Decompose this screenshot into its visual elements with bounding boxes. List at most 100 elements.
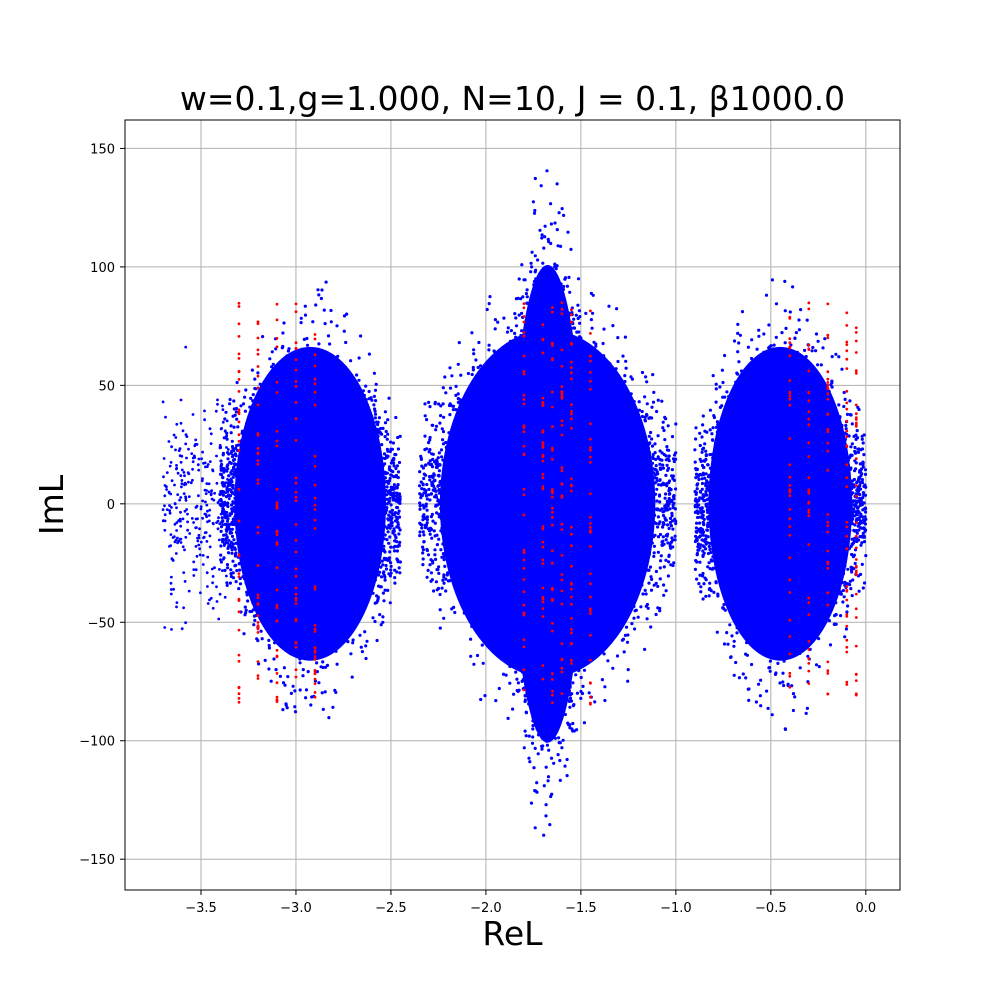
blue-point — [232, 538, 236, 542]
blue-point — [349, 359, 353, 363]
blue-point — [470, 372, 474, 377]
blue-point — [514, 316, 518, 320]
blue-point — [359, 334, 363, 338]
blue-point — [632, 616, 636, 620]
blue-point — [229, 431, 233, 435]
blue-point — [644, 604, 648, 608]
blue-point — [493, 318, 497, 322]
blue-point — [448, 402, 452, 406]
blue-point — [615, 307, 619, 311]
blue-point — [430, 578, 434, 582]
blue-point — [398, 434, 402, 438]
blue-point — [387, 556, 392, 560]
blue-point — [444, 391, 448, 395]
blue-point — [422, 472, 426, 476]
blue-point — [436, 473, 440, 478]
blue-point — [504, 673, 508, 677]
blue-point — [274, 668, 278, 672]
blue-point — [439, 548, 443, 552]
blue-point — [230, 551, 234, 555]
blue-point — [378, 431, 382, 435]
blue-point — [299, 321, 303, 325]
blue-point — [487, 302, 491, 306]
blue-point — [419, 480, 423, 484]
blue-point — [643, 395, 647, 399]
blue-point — [650, 405, 654, 409]
blue-point — [667, 448, 671, 452]
blue-point — [220, 462, 224, 467]
blue-point — [232, 425, 236, 429]
blue-point — [664, 538, 668, 542]
blue-point — [228, 397, 232, 402]
blue-point — [671, 563, 675, 568]
blue-point — [322, 308, 326, 312]
blue-point — [429, 462, 434, 466]
blue-point — [514, 324, 519, 328]
blue-point — [662, 583, 666, 587]
blue-point — [651, 400, 656, 404]
blue-point — [469, 654, 473, 658]
blue-point — [305, 336, 309, 341]
blue-point — [663, 438, 667, 442]
blue-point — [219, 529, 223, 534]
blue-point — [529, 270, 533, 274]
blue-point — [477, 340, 481, 345]
blue-point — [494, 699, 498, 703]
blue-point — [388, 476, 392, 480]
blue-point — [441, 438, 445, 442]
blue-point — [229, 574, 233, 579]
blue-point — [306, 670, 310, 674]
blue-point — [230, 534, 235, 539]
blue-point — [509, 329, 513, 333]
blue-point — [662, 428, 666, 433]
blue-point — [497, 686, 501, 691]
blue-point — [234, 446, 238, 450]
blue-point — [388, 574, 392, 578]
blue-point — [304, 688, 309, 692]
blue-point — [398, 501, 402, 505]
blue-point — [667, 454, 671, 458]
blue-point — [437, 537, 441, 541]
blue-point — [391, 485, 395, 490]
blue-point — [438, 608, 442, 612]
blue-point — [441, 386, 445, 390]
blue-point — [231, 571, 235, 575]
blue-point — [440, 455, 444, 459]
blue-point — [392, 464, 396, 468]
blue-point — [253, 618, 257, 623]
blue-point — [384, 563, 388, 568]
blue-point — [424, 494, 428, 498]
blue-point — [396, 435, 400, 440]
blue-point — [441, 578, 445, 582]
blue-point — [428, 478, 432, 482]
blue-point — [342, 329, 346, 333]
blue-point — [390, 491, 394, 495]
blue-point — [654, 468, 658, 472]
blue-point — [428, 405, 432, 409]
blue-point — [663, 496, 667, 500]
blue-point — [665, 445, 669, 449]
blue-point — [589, 318, 594, 322]
blue-point — [662, 565, 666, 569]
blue-point — [647, 581, 651, 585]
blue-point — [656, 398, 660, 402]
blue-point — [394, 415, 398, 420]
blue-point — [388, 510, 392, 514]
blue-point — [248, 609, 252, 614]
blue-point — [293, 689, 297, 693]
blue-point — [244, 608, 248, 612]
blue-point — [230, 521, 234, 525]
blue-point — [270, 350, 274, 354]
blue-point — [395, 493, 399, 497]
blue-point — [384, 429, 388, 434]
blue-point — [442, 581, 446, 585]
blue-point — [439, 448, 444, 452]
blue-point — [395, 485, 399, 489]
blue-point — [634, 608, 638, 612]
blue-point — [437, 469, 441, 473]
blue-point — [655, 409, 659, 414]
blue-point — [384, 567, 389, 571]
blue-point — [233, 413, 237, 417]
blue-point — [516, 681, 521, 685]
blue-point — [224, 495, 229, 499]
